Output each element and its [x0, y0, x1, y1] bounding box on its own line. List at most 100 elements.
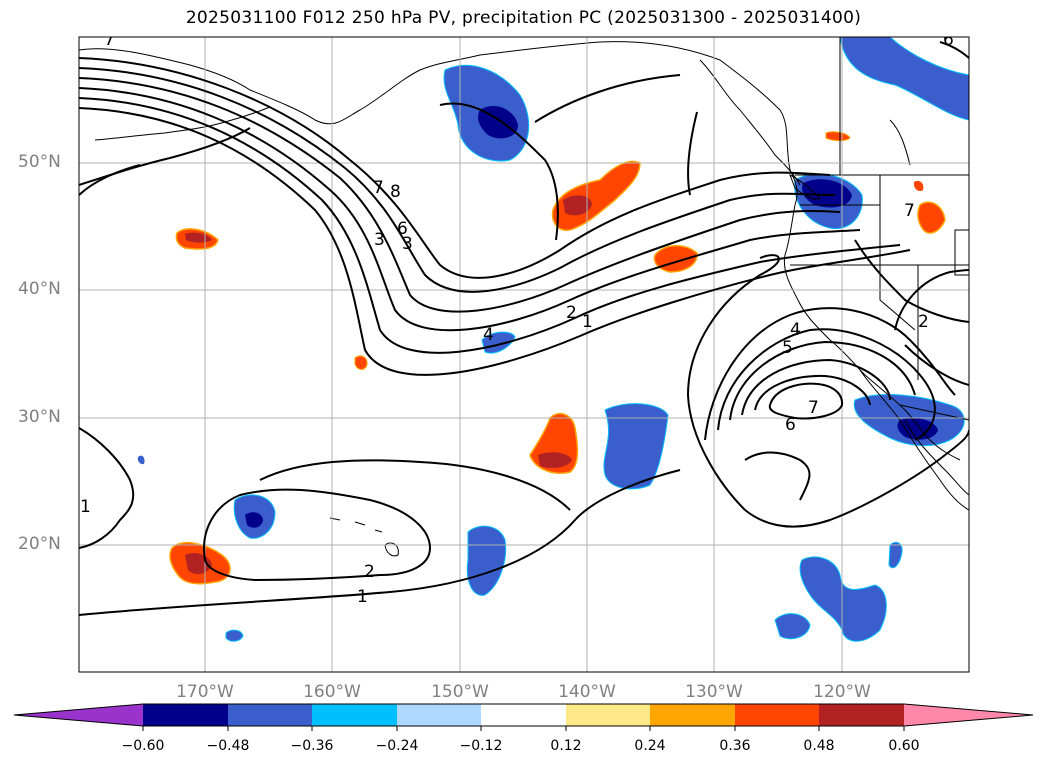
contour-label: 7: [808, 398, 819, 418]
colorbar-tick-label: −0.48: [206, 738, 250, 754]
pv-contour: [79, 77, 841, 313]
precip-blob-positive: [917, 201, 946, 234]
lat-label-40n: 40°N: [18, 279, 61, 299]
precip-blob-negative: [888, 541, 903, 569]
colorbar-tick-label: 0.48: [803, 738, 835, 754]
pv-contour: [79, 107, 911, 376]
colorbar-bin: [819, 704, 904, 726]
lon-label-130w: 130°W: [685, 682, 743, 702]
precip-blob-negative: [774, 613, 811, 640]
contour-label: 2: [918, 312, 929, 332]
contour-label: 1: [357, 587, 368, 607]
lon-label-120w: 120°W: [813, 682, 871, 702]
contour-label: 3: [402, 234, 413, 254]
negative-precip-areas: [137, 37, 969, 642]
lat-label-20n: 20°N: [18, 534, 61, 554]
pv-contour: [79, 87, 861, 332]
precip-blob-positive: [354, 355, 368, 370]
colorbar-bin: [228, 704, 312, 726]
precip-blob-negative: [225, 629, 244, 642]
pv-contour: [939, 41, 969, 59]
contour-label: 1: [582, 312, 593, 332]
colorbar-tick-label: −0.36: [290, 738, 334, 754]
lat-label-50n: 50°N: [18, 152, 61, 172]
lat-label-30n: 30°N: [18, 407, 61, 427]
pv-contour: [704, 307, 956, 441]
pv-contour: [79, 67, 836, 293]
pv-contour: [754, 374, 871, 411]
graticule: [79, 37, 969, 672]
pv-contour: [79, 97, 901, 354]
precip-blob-positive: [825, 131, 851, 142]
pv-contour: [79, 57, 831, 279]
coastlines: [79, 37, 969, 557]
precip-blob-negative: [799, 556, 887, 642]
pv-contour: [904, 344, 969, 386]
pv-contour: [744, 451, 811, 501]
pv-contour: [439, 102, 559, 241]
pv-contour: [534, 74, 681, 123]
mexico-mainland-coast: [904, 419, 969, 496]
contour-label: 6: [397, 219, 408, 239]
lon-label-160w: 160°W: [303, 682, 361, 702]
colorbar-tick-label: 0.60: [888, 738, 920, 754]
precip-blob-negative: [802, 179, 852, 208]
pv-contour: [79, 164, 141, 196]
vancouver-island: [789, 173, 821, 200]
colorbar-tick-label: −0.12: [459, 738, 503, 754]
canadian-lake: [954, 229, 969, 276]
precip-blob-negative: [603, 403, 669, 490]
contour-label: 6: [943, 30, 954, 50]
colorbar-extend-right: [904, 704, 1033, 726]
colorbar-tick-label: 0.12: [550, 738, 582, 754]
pv-contour: [259, 459, 571, 511]
precip-blob-positive: [563, 195, 592, 216]
pv-contour: [79, 427, 135, 549]
precip-blob-negative: [137, 455, 145, 465]
contour-label: 7: [373, 178, 384, 198]
pv-contour: [854, 239, 969, 323]
precip-blob-negative: [839, 37, 969, 121]
colorbar-extend-left: [14, 704, 143, 726]
pv-contour: [744, 429, 969, 528]
precip-blob-negative: [245, 512, 263, 528]
colorbar: [13, 703, 1034, 731]
map-title: 2025031100 F012 250 hPa PV, precipitatio…: [185, 8, 862, 28]
alaska-coastline: [79, 41, 798, 206]
colorbar-bin: [650, 704, 735, 726]
colorbar-bin: [143, 704, 228, 726]
contour-label: 2: [566, 303, 577, 323]
baja-california: [859, 369, 969, 511]
pv-contour: [203, 488, 432, 582]
state-border: [879, 265, 916, 331]
contour-label: 4: [790, 320, 801, 340]
colorbar-bin: [481, 704, 566, 726]
colorbar-bin: [312, 704, 397, 726]
contour-label: 5: [782, 338, 793, 358]
canada-coast-inlets: [699, 59, 801, 186]
pv-contour: [894, 269, 969, 331]
precip-blob-negative: [897, 418, 938, 440]
colorbar-bin: [397, 704, 481, 726]
colorbar-bin: [566, 704, 650, 726]
precip-blob-negative: [466, 525, 507, 596]
lon-label-170w: 170°W: [176, 682, 234, 702]
pv-contour: [79, 469, 681, 616]
contour-label: 4: [483, 325, 494, 345]
hawaii-islands: [329, 517, 399, 557]
contour-label: 2: [364, 562, 375, 582]
pv-contour: [717, 328, 936, 441]
canadian-lake: [889, 119, 911, 166]
colorbar-tick-label: 0.36: [719, 738, 751, 754]
pv-contour: [729, 340, 916, 421]
contour-label: 7: [904, 201, 915, 221]
colorbar-tick-label: −0.60: [121, 738, 165, 754]
precip-blob-positive: [913, 180, 924, 192]
contour-label: 1: [80, 497, 91, 517]
contour-label: 7: [104, 30, 115, 50]
precip-blob-positive: [538, 452, 572, 468]
pv-contour: [686, 111, 698, 196]
pv-contour: [741, 358, 891, 416]
lon-label-140w: 140°W: [558, 682, 616, 702]
